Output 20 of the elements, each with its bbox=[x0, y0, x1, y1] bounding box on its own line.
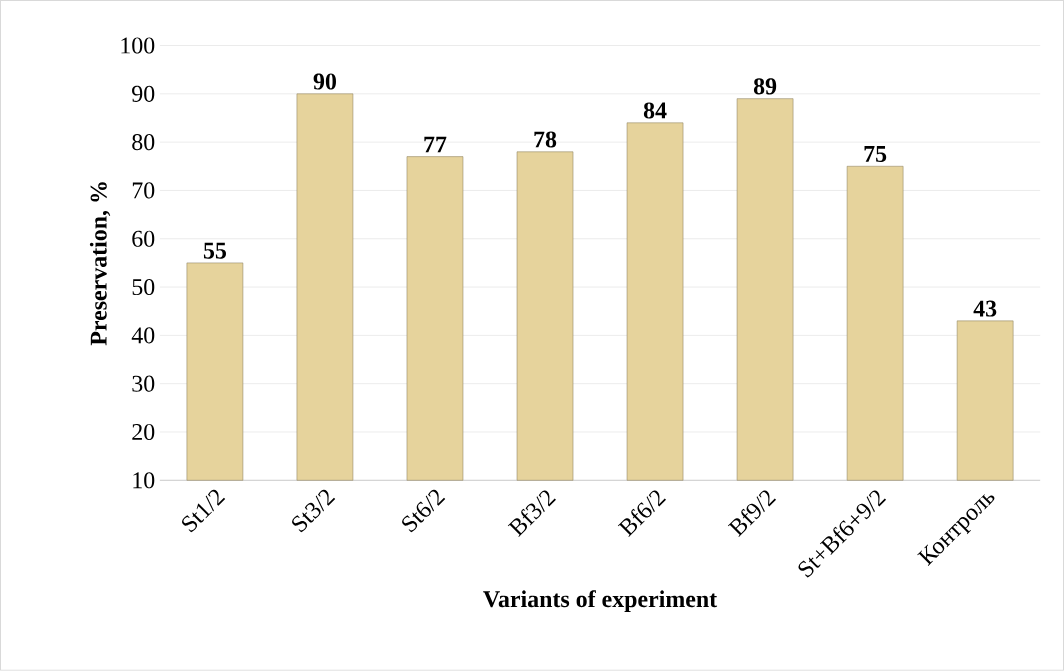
data-label: 77 bbox=[424, 136, 447, 153]
y-tick-label: 70 bbox=[132, 182, 155, 199]
y-tick-label: 30 bbox=[132, 375, 155, 392]
y-tick-label: 20 bbox=[132, 423, 155, 441]
y-tick-label: 80 bbox=[132, 134, 155, 151]
y-tick-label: 40 bbox=[131, 327, 155, 344]
data-label: 89 bbox=[753, 78, 777, 95]
y-tick-label: 100 bbox=[121, 37, 155, 54]
y-tick-label: 50 bbox=[132, 279, 155, 296]
y-tick-label: 60 bbox=[132, 230, 155, 247]
y-tick-label: 90 bbox=[132, 85, 155, 102]
x-axis-title: Variants of experiment bbox=[483, 590, 718, 613]
data-label: 84 bbox=[643, 102, 667, 119]
data-label: 43 bbox=[973, 300, 997, 317]
data-label: 55 bbox=[203, 242, 226, 259]
y-tick-label: 10 bbox=[133, 472, 155, 489]
y-axis-title: Preservation, % bbox=[89, 182, 111, 346]
data-label: 75 bbox=[864, 146, 887, 163]
data-label: 90 bbox=[313, 73, 336, 90]
data-label: 78 bbox=[534, 131, 557, 148]
